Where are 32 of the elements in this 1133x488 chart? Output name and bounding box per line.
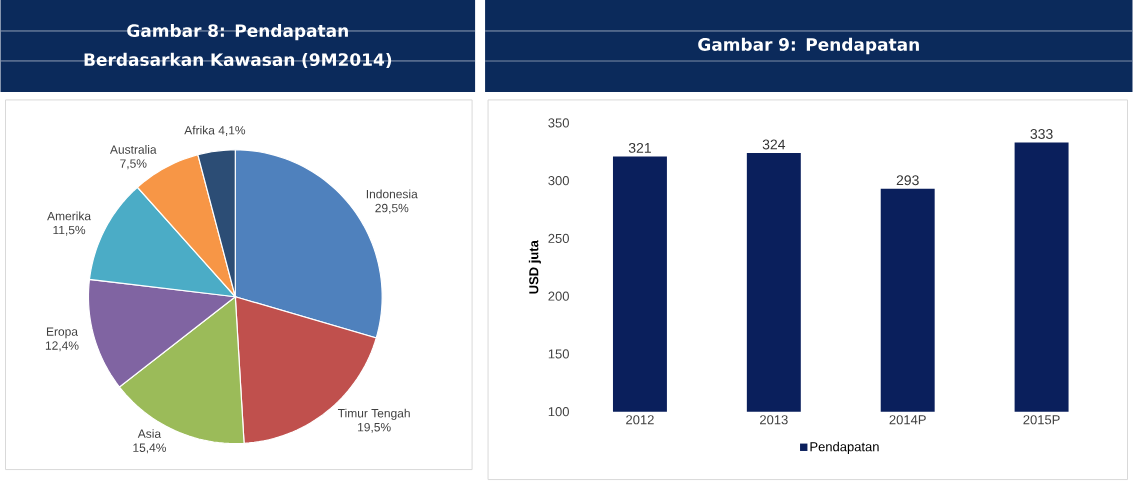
slice-label: Amerika	[47, 211, 92, 221]
data-label: 4,1%	[218, 126, 246, 137]
data-label: 7,5%	[120, 159, 147, 170]
x-tick-label: 2014P	[889, 415, 926, 425]
chart-title: Gambar 9: Pendapatan	[698, 37, 919, 55]
y-tick-label: 250	[548, 234, 569, 244]
y-tick-label: 150	[548, 349, 569, 359]
data-label: 333	[1030, 129, 1053, 140]
y-tick-label: 300	[548, 176, 569, 186]
data-label: 29,5%	[375, 204, 409, 214]
y-tick-label: 100	[548, 407, 569, 417]
x-tick-label: 2013	[760, 415, 788, 425]
x-tick-label: 2012	[626, 415, 654, 425]
slice-label: Australia	[109, 145, 157, 154]
slice-label: Eropa	[46, 327, 78, 339]
legend-label: Pendapatan	[810, 442, 879, 455]
data-label: 324	[762, 139, 786, 150]
data-label: 11,5%	[53, 226, 86, 236]
chart-title: Gambar 8: Pendapatan Berdasarkan Kawasan (9M2014)	[84, 24, 392, 69]
data-label: 293	[896, 175, 919, 186]
slice-label: Timur Tengah	[337, 408, 410, 421]
data-label: 19,5%	[358, 423, 391, 434]
slice-label: Asia	[137, 429, 162, 439]
y-tick-label: 200	[548, 291, 569, 301]
data-label: 15,4%	[133, 443, 166, 454]
data-label: 12,4%	[45, 341, 79, 352]
data-label: 321	[628, 143, 651, 154]
slice-label: Indonesia	[366, 189, 418, 199]
x-tick-label: 2015P	[1023, 415, 1060, 425]
y-tick-label: 350	[548, 118, 569, 128]
slice-label: Afrika	[184, 125, 215, 135]
y-axis-title: USD juta	[528, 240, 541, 294]
